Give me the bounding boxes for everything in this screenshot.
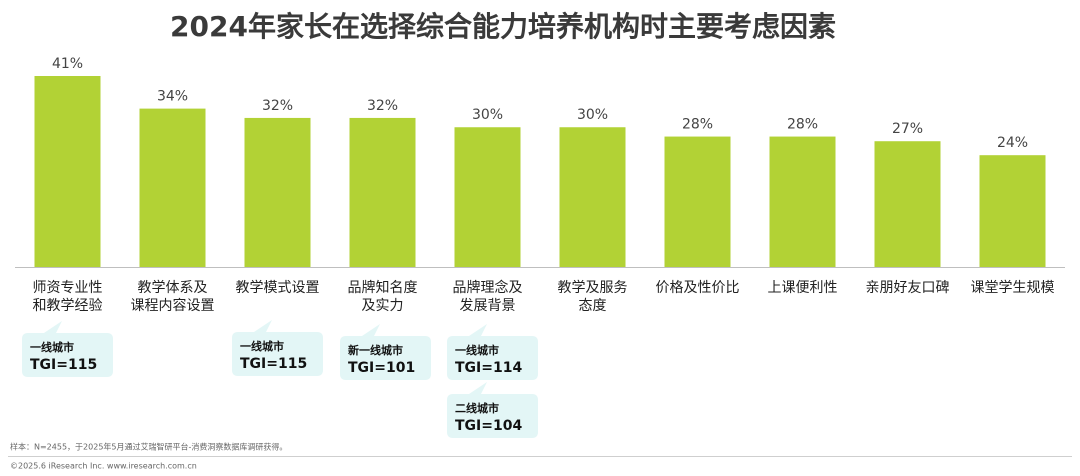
bar (559, 127, 626, 268)
callout-value: TGI=115 (240, 356, 307, 372)
value-label: 32% (367, 98, 398, 114)
callout-value: TGI=101 (348, 360, 415, 376)
bar (979, 155, 1046, 267)
value-label: 41% (52, 56, 83, 72)
bar (454, 127, 521, 268)
x-tick-label: 课程内容设置 (131, 297, 215, 314)
x-tick-label: 教学模式设置 (236, 280, 320, 296)
callout-title: 一线城市 (455, 343, 499, 357)
value-label: 34% (157, 89, 188, 105)
bar (349, 117, 416, 268)
callout-box (232, 320, 323, 376)
value-label: 24% (997, 135, 1028, 151)
value-label: 28% (682, 117, 713, 133)
x-tick-label: 品牌理念及 (453, 279, 523, 296)
callout-value: TGI=115 (30, 357, 97, 373)
callout-value: TGI=114 (455, 360, 522, 376)
x-tick-label: 教学体系及 (138, 280, 208, 296)
x-tick-label: 发展背景 (460, 298, 516, 314)
callout-value: TGI=104 (455, 418, 522, 434)
source: ©2025.6 iResearch Inc. www.iresearch.com… (10, 462, 197, 471)
callout-box (447, 324, 538, 380)
callout-title: 二线城市 (455, 401, 499, 415)
x-tick-label: 品牌知名度 (348, 279, 418, 296)
chart-title: 2024年家长在选择综合能力培养机构时主要考虑因素 (170, 10, 836, 43)
note: 样本：N=2455，于2025年5月通过艾瑞智研平台-消费洞察数据库调研获得。 (10, 442, 287, 452)
value-label: 30% (577, 107, 608, 123)
bar (244, 117, 311, 268)
callout-box (447, 382, 538, 438)
bar (139, 108, 206, 267)
bar (664, 136, 731, 267)
x-tick-label: 亲朋好友口碑 (866, 280, 950, 296)
x-tick-label: 教学及服务 (558, 280, 628, 296)
callout-title: 新一线城市 (348, 343, 403, 357)
x-tick-label: 价格及性价比 (656, 280, 740, 296)
value-label: 28% (787, 117, 818, 133)
bar (769, 136, 836, 267)
x-tick-label: 上课便利性 (768, 280, 838, 296)
value-label: 30% (472, 107, 503, 123)
callout-title: 一线城市 (240, 339, 284, 353)
callout-box (340, 324, 431, 380)
x-tick-label: 态度 (579, 298, 607, 314)
value-label: 32% (262, 98, 293, 114)
x-tick-label: 及实力 (362, 298, 404, 314)
callout-title: 一线城市 (30, 340, 74, 354)
x-tick-label: 师资专业性 (33, 280, 103, 296)
callout-box (22, 321, 113, 377)
x-tick-label: 和教学经验 (33, 298, 103, 314)
bar (34, 76, 101, 267)
value-label: 27% (892, 121, 923, 137)
bar (874, 141, 941, 267)
x-tick-label: 课堂学生规模 (971, 280, 1055, 296)
